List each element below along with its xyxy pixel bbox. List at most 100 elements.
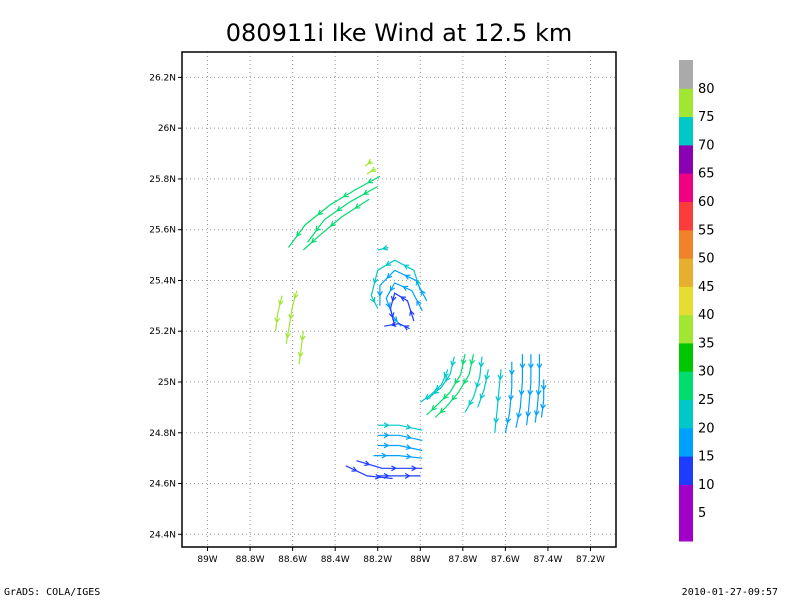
streamline-arrow [495,396,502,403]
grid [182,52,616,547]
streamline-arrow [336,205,343,212]
footer-timestamp: 2010-01-27-09:57 [681,587,778,598]
streamline-arrow [479,393,485,400]
colorbar-label: 55 [698,223,715,238]
streamline-arrow [533,410,540,417]
streamline-arrow [310,237,317,244]
colorbar-segment [679,144,693,174]
x-tick-label: 88.4W [321,555,350,565]
streamline-arrow [431,405,437,411]
streamline-arrow [391,465,398,472]
streamline-arrow [451,394,458,401]
streamline-arrow [435,384,442,391]
streamline-arrow [317,209,324,216]
streamline [477,369,489,408]
y-tick-label: 25.8N [149,175,176,185]
streamline-arrow [385,302,391,309]
y-axis: 24.4N 24.6N 24.8N 25N 25.2N 25.4N 25.6N 25.8N 26… [149,73,182,540]
x-tick-label: 87.6W [491,555,520,565]
streamline-arrow [367,178,374,184]
colorbar-segment [679,456,693,485]
streamline-arrow [299,335,306,342]
y-tick-label: 26N [158,124,176,134]
colorbar-segment [679,342,693,372]
colorbar-segment [679,314,693,344]
colorbar-label: 20 [698,421,715,436]
colorbar-segment [679,88,693,118]
streamline-arrow [469,359,476,366]
streamline-arrow [342,192,349,198]
streamline-arrow [540,384,547,391]
colorbar-segment [679,371,693,400]
streamline-arrow [508,394,514,402]
streamline-arrow [439,407,446,414]
streamline [377,424,423,431]
streamline-arrow [297,351,304,358]
streamline-arrow [364,460,371,467]
x-tick-label: 88.2W [363,555,392,565]
colorbar-label: 35 [698,336,715,351]
colorbar-label: 25 [698,393,715,408]
streamline [389,292,415,327]
streamline [383,322,410,330]
streamline [287,175,381,248]
streamline-arrow [315,225,321,233]
streamline-arrow [424,393,431,400]
streamline-arrow [390,295,397,303]
streamline [298,331,304,365]
streamline-arrow [389,285,396,292]
streamline-arrow [385,260,392,266]
streamline-arrow [536,363,543,370]
plot-frame [181,51,617,548]
streamline-arrow [374,473,382,480]
streamline-arrow [508,369,515,376]
streamline [370,259,421,309]
streamline-arrow [274,317,281,324]
streamline-arrow [405,444,412,450]
streamline-arrow [519,363,526,370]
y-tick-label: 24.4N [149,530,176,540]
streamline-arrow [288,313,295,320]
colorbar-segment [679,229,693,259]
streamline-arrow [535,389,542,396]
x-tick-label: 87.4W [533,555,562,565]
streamline [377,434,423,441]
streamline-arrow [370,166,377,172]
y-tick-label: 25.4N [149,276,176,286]
streamline-arrow [372,278,379,285]
footer-credit: GrADS: COLA/IGES [4,587,101,598]
streamline-arrow [403,264,410,270]
streamline-arrow [445,375,451,382]
colorbar-segment [679,173,693,202]
streamline-arrow [468,399,474,406]
y-tick-label: 24.6N [149,480,176,490]
colorbar-segment [679,60,693,89]
colorbar-label: 50 [698,252,715,267]
streamline [540,379,545,418]
x-tick-label: 88.6W [278,555,307,565]
streamline-arrow [405,453,412,460]
streamline-arrow [404,274,411,280]
colorbar-segment [679,258,693,287]
x-tick-label: 89W [197,555,217,565]
streamline [377,444,423,452]
colorbar-label: 80 [698,82,715,97]
streamline [373,455,423,459]
streamline [426,353,466,416]
streamline [379,269,428,306]
y-tick-label: 25N [158,378,176,388]
streamline-arrow [329,220,336,227]
streamline-arrow [497,374,504,381]
x-axis: 89W 88.8W 88.6W 88.4W 88.2W 88W 87.8W 87.6W 87.4… [197,547,605,565]
colorbar-segment [679,427,693,457]
x-tick-label: 87.2W [576,555,605,565]
streamline-arrow [293,293,299,300]
streamline-arrow [354,203,361,209]
y-tick-label: 24.8N [149,429,176,439]
colorbar-label: 30 [698,365,715,380]
streamline-arrow [383,442,390,449]
streamline-arrow [400,296,407,302]
streamline-arrow [527,363,534,370]
streamline-arrow [383,422,390,429]
streamline-arrow [405,434,412,440]
